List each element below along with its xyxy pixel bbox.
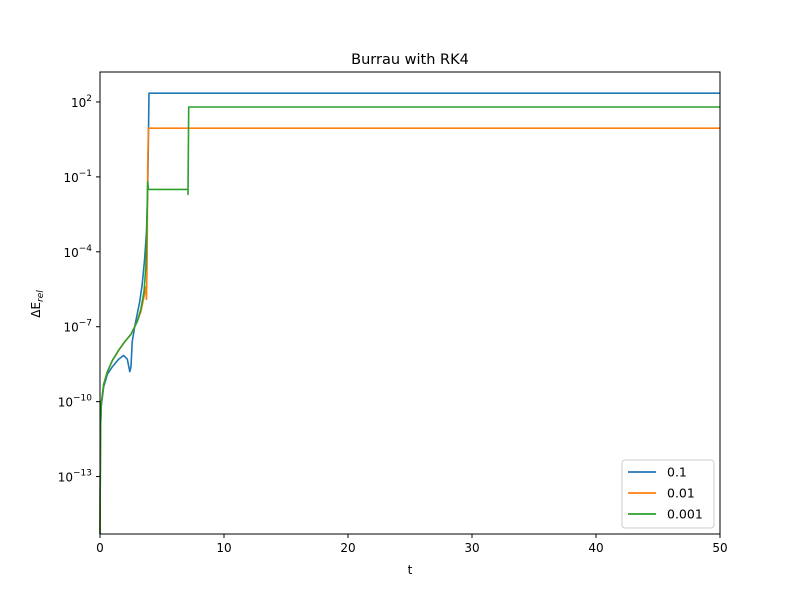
plot-frame <box>99 71 721 535</box>
y-axis-label-base: ΔE <box>29 302 43 318</box>
x-tick-label-2: 20 <box>340 541 355 555</box>
x-axis-ticks: 0 10 20 30 40 50 <box>96 534 728 555</box>
y-tick-label-3: 10−7 <box>63 319 92 335</box>
series-layer <box>99 92 720 535</box>
y-tick-label-1: 10−1 <box>63 169 92 185</box>
y-tick-label-4: 10−10 <box>58 394 93 410</box>
x-tick-label-5: 50 <box>712 541 727 555</box>
legend: 0.1 0.01 0.001 <box>621 459 715 529</box>
y-axis-ticks: 102 10−1 10−4 10−7 10−10 10−13 <box>58 94 100 485</box>
chart-title: Burrau with RK4 <box>351 52 469 68</box>
y-tick-label-5: 10−13 <box>58 469 92 485</box>
x-axis-label: t <box>408 563 413 577</box>
x-tick-label-0: 0 <box>96 541 104 555</box>
x-tick-label-3: 30 <box>464 541 479 555</box>
y-axis-label-sub: rel <box>36 290 46 302</box>
legend-box <box>621 459 715 529</box>
x-tick-label-4: 40 <box>588 541 603 555</box>
legend-label-0: 0.1 <box>667 465 687 480</box>
legend-label-1: 0.01 <box>667 486 695 501</box>
x-tick-label-1: 10 <box>216 541 231 555</box>
series-line-2 <box>99 106 720 535</box>
y-axis-label: ΔErel <box>29 290 46 318</box>
legend-label-2: 0.001 <box>667 507 703 522</box>
y-tick-label-0: 102 <box>71 94 92 110</box>
y-tick-label-2: 10−4 <box>63 244 92 260</box>
